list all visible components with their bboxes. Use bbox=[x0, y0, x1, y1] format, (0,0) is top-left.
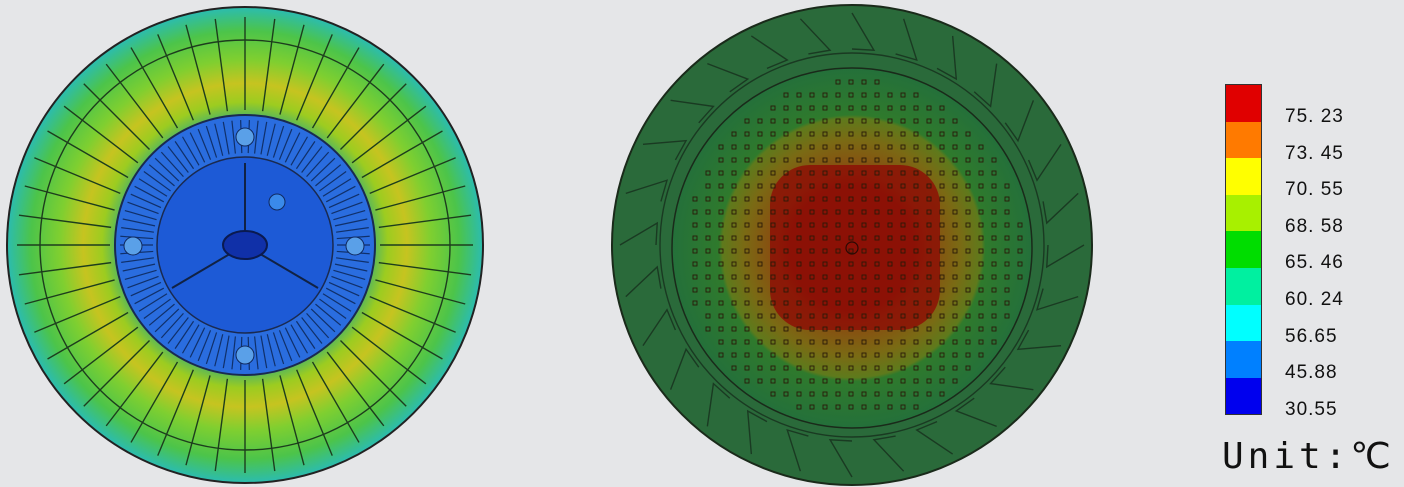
thermal-map-right bbox=[611, 4, 1093, 486]
legend-swatch bbox=[1226, 194, 1261, 232]
legend-label: 70. 55 bbox=[1285, 179, 1344, 201]
legend-label: 65. 46 bbox=[1285, 252, 1344, 274]
legend-label: 60. 24 bbox=[1285, 289, 1344, 310]
legend-swatch bbox=[1226, 85, 1261, 122]
legend-label: 73. 45 bbox=[1285, 142, 1344, 164]
legend-label: 45.88 bbox=[1285, 362, 1338, 384]
legend-swatch bbox=[1226, 377, 1261, 415]
legend-swatch bbox=[1226, 304, 1261, 342]
legend-swatch bbox=[1226, 158, 1261, 195]
legend-label: 56.65 bbox=[1285, 325, 1338, 347]
unit-label: Unit:℃ bbox=[1222, 436, 1395, 477]
legend-swatch bbox=[1226, 341, 1261, 378]
legend-label: 68. 58 bbox=[1285, 215, 1344, 237]
legend-swatch bbox=[1226, 121, 1261, 159]
legend-label: 30.55 bbox=[1285, 398, 1338, 420]
thermal-map-left bbox=[6, 6, 484, 484]
legend-label: 75. 23 bbox=[1285, 106, 1344, 127]
color-legend: 75. 23 73. 45 70. 55 68. 58 65. 46 60. 24 56.6… bbox=[1215, 84, 1400, 484]
legend-color-bar bbox=[1225, 84, 1262, 416]
legend-swatch bbox=[1226, 231, 1261, 268]
legend-swatch bbox=[1226, 267, 1261, 305]
